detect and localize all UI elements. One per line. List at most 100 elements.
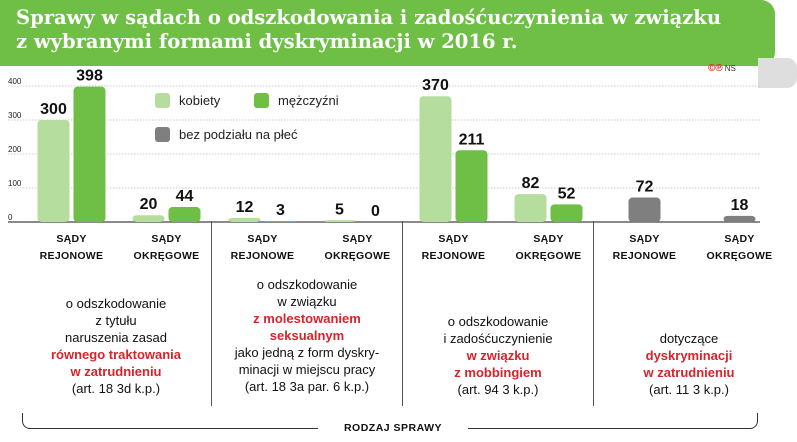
category-label: SĄDY REJONOWE xyxy=(406,231,501,265)
copyright-icon: ©℗ xyxy=(708,63,723,74)
bar-kobiety xyxy=(132,215,165,222)
bar-value-label: 5 xyxy=(335,201,344,218)
description-highlight: z molestowaniem xyxy=(253,311,361,326)
bar-value-label: 72 xyxy=(636,179,654,196)
description-line: w związku xyxy=(277,294,337,309)
agency-label: NS xyxy=(724,64,736,73)
y-tick-label: 0 xyxy=(8,213,13,222)
description-highlight: w związku xyxy=(466,348,530,363)
category-label-line: SĄDY xyxy=(724,233,755,245)
description-highlight: w zatrudnieniu xyxy=(70,364,162,379)
bar-value-label: 370 xyxy=(422,77,449,94)
bar-value-label: 398 xyxy=(76,68,103,85)
category-label-line: OKRĘGOWE xyxy=(133,250,200,262)
bar-mężczyźni xyxy=(550,204,583,222)
description-highlight: równego traktowania xyxy=(50,347,182,362)
category-label-line: REJONOWE xyxy=(39,250,104,262)
legend-label: bez podziału na płeć xyxy=(179,127,298,143)
bar-value-label: 20 xyxy=(140,196,158,213)
category-label: SĄDY OKRĘGOWE xyxy=(692,231,787,265)
category-label: SĄDY OKRĘGOWE xyxy=(501,231,596,265)
description-line: dotyczące xyxy=(659,331,719,346)
description-line: o odszkodowanie xyxy=(447,314,549,329)
description-line: (art. 18 3d k.p.) xyxy=(71,381,161,396)
category-label-line: SĄDY xyxy=(438,233,469,245)
category-label-line: SĄDY xyxy=(629,233,660,245)
bar-kobiety xyxy=(419,96,452,222)
legend-swatch-bez-podzialu xyxy=(155,127,170,143)
bar-value-label: 52 xyxy=(558,185,576,202)
category-label-line: SĄDY xyxy=(151,233,182,245)
description-line: z tytułu xyxy=(95,313,137,328)
legend-swatch-mezczyzni xyxy=(254,93,269,109)
description-line: (art. 11 3 k.p.) xyxy=(649,382,729,397)
category-label-line: OKRĘGOWE xyxy=(706,250,773,262)
category-label: SĄDY OKRĘGOWE xyxy=(310,231,405,265)
category-label-line: SĄDY xyxy=(247,233,278,245)
group-separator xyxy=(402,221,403,406)
y-tick-label: 300 xyxy=(8,111,22,120)
y-tick-label: 400 xyxy=(8,77,22,86)
group-description: o odszkodowanie z tytułu naruszenia zasad r… xyxy=(22,295,210,397)
legend-label: mężczyźni xyxy=(278,93,339,109)
legend-item-kobiety: kobiety xyxy=(155,92,221,109)
legend-item-bez-podzialu: bez podziału na płeć xyxy=(155,126,298,143)
description-highlight: seksualnym xyxy=(269,328,345,343)
bar-mężczyźni xyxy=(455,150,488,222)
bar-value-label: 12 xyxy=(236,199,254,216)
description-line: i zadośćuczynienie xyxy=(443,331,553,346)
bar-kobiety xyxy=(37,120,70,222)
description-line: minacji w miejscu pracy xyxy=(238,362,376,377)
y-tick-label: 100 xyxy=(8,179,22,188)
x-axis-title: RODZAJ SPRAWY xyxy=(318,422,468,434)
header-tab xyxy=(758,58,797,88)
category-label-line: REJONOWE xyxy=(421,250,486,262)
bar-value-label: 82 xyxy=(522,175,540,192)
chart-title: Sprawy w sądach o odszkodowania i zadość… xyxy=(16,6,766,54)
bar-bez-podziału-na-płeć xyxy=(723,215,756,222)
legend-label: kobiety xyxy=(179,93,221,109)
category-label: SĄDY OKRĘGOWE xyxy=(119,231,214,265)
group-description: dotyczące dyskryminacji w zatrudnieniu (art… xyxy=(595,330,783,398)
group-description: o odszkodowanie i zadośćuczynienie w związ… xyxy=(404,313,592,398)
bar-mężczyźni xyxy=(264,220,297,222)
category-label-line: SĄDY xyxy=(342,233,373,245)
bar-kobiety xyxy=(514,194,547,222)
description-line: o odszkodowanie xyxy=(256,277,358,292)
bar-value-label: 18 xyxy=(731,197,749,214)
description-highlight: dyskryminacji xyxy=(645,348,733,363)
category-label-line: OKRĘGOWE xyxy=(324,250,391,262)
legend-swatch-kobiety xyxy=(155,93,170,109)
category-label-line: REJONOWE xyxy=(612,250,677,262)
y-tick-label: 200 xyxy=(8,145,22,154)
category-label-line: OKRĘGOWE xyxy=(515,250,582,262)
title-line: z wybranymi formami dyskryminacji w 2016… xyxy=(16,30,518,53)
bar-value-label: 0 xyxy=(371,203,380,220)
category-label: SĄDY REJONOWE xyxy=(215,231,310,265)
category-label: SĄDY REJONOWE xyxy=(24,231,119,265)
bar-kobiety xyxy=(323,220,356,222)
description-highlight: w zatrudnieniu xyxy=(643,365,735,380)
description-line: o odszkodowanie xyxy=(65,296,167,311)
legend-item-mezczyzni: mężczyźni xyxy=(254,92,339,109)
description-line: (art. 94 3 k.p.) xyxy=(457,382,539,397)
group-separator xyxy=(211,221,212,406)
bar-value-label: 44 xyxy=(176,188,194,205)
group-description: o odszkodowanie w związku z molestowaniem s… xyxy=(213,276,401,395)
category-label-line: SĄDY xyxy=(533,233,564,245)
header-banner: Sprawy w sądach o odszkodowania i zadość… xyxy=(0,0,775,66)
bar-mężczyźni xyxy=(168,207,201,222)
bar-value-label: 211 xyxy=(459,131,485,148)
bar-kobiety xyxy=(228,217,261,222)
description-highlight: z mobbingiem xyxy=(454,365,542,380)
copyright-credit: ©℗ NS xyxy=(708,63,736,74)
description-line: naruszenia zasad xyxy=(65,330,167,345)
category-label-line: SĄDY xyxy=(56,233,87,245)
bar-value-label: 3 xyxy=(276,202,285,219)
bar-value-label: 300 xyxy=(40,101,67,118)
category-label-line: REJONOWE xyxy=(230,250,295,262)
bar-mężczyźni xyxy=(73,86,106,223)
bar-bez-podziału-na-płeć xyxy=(628,197,661,222)
description-line: (art. 18 3a par. 6 k.p.) xyxy=(244,379,370,394)
